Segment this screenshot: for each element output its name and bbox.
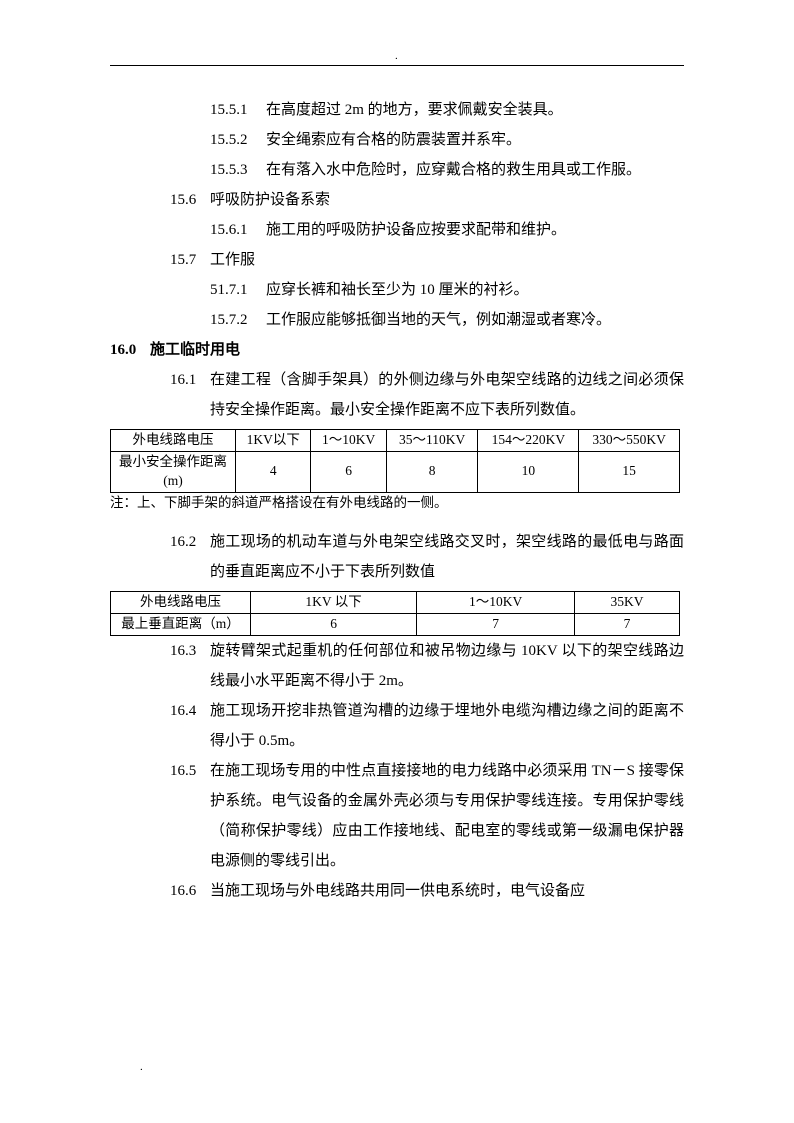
clause-text: 在建工程（含脚手架具）的外侧边缘与外电架空线路的边线之间必须保持安全操作距离。最… xyxy=(210,365,684,425)
clause-15-7-2: 15.7.2工作服应能够抵御当地的天气，例如潮湿或者寒冷。 xyxy=(110,305,684,335)
clause-number: 51.7.1 xyxy=(210,275,266,305)
table-cell: 4 xyxy=(236,451,311,492)
clause-15-6-1: 15.6.1施工用的呼吸防护设备应按要求配带和维护。 xyxy=(110,215,684,245)
clause-number: 16.5 xyxy=(170,756,210,876)
clause-text: 工作服 xyxy=(210,245,255,275)
table-header-cell: 外电线路电压 xyxy=(111,591,251,613)
clause-number: 15.7.2 xyxy=(210,305,266,335)
clause-text: 在有落入水中危险时，应穿戴合格的救生用具或工作服。 xyxy=(266,155,641,185)
clause-text: 在高度超过 2m 的地方，要求佩戴安全装具。 xyxy=(266,95,563,125)
table-header-cell: 1～10KV xyxy=(311,430,386,452)
clause-number: 16.6 xyxy=(170,876,210,906)
clause-number: 16.4 xyxy=(170,696,210,756)
table-header-cell: 1～10KV xyxy=(417,591,575,613)
clause-number: 16.3 xyxy=(170,636,210,696)
table-header-cell: 35～110KV xyxy=(386,430,478,452)
table-row-label: 最小安全操作距离(m) xyxy=(111,451,236,492)
clause-text: 工作服应能够抵御当地的天气，例如潮湿或者寒冷。 xyxy=(266,305,611,335)
clause-16-3: 16.3旋转臂架式起重机的任何部位和被吊物边缘与 10KV 以下的架空线路边线最… xyxy=(110,636,684,696)
page-mark-bottom: . xyxy=(140,1056,143,1078)
table-min-safe-distance: 外电线路电压1KV以下1～10KV35～110KV154～220KV330～55… xyxy=(110,429,680,493)
clause-16-4: 16.4施工现场开挖非热管道沟槽的边缘于埋地外电缆沟槽边缘之间的距离不得小于 0… xyxy=(110,696,684,756)
table-row-label: 最上垂直距离（m） xyxy=(111,613,251,635)
table-cell: 6 xyxy=(251,613,417,635)
clause-16-6: 16.6当施工现场与外电线路共用同一供电系统时，电气设备应 xyxy=(110,876,684,906)
table-cell: 7 xyxy=(417,613,575,635)
table-cell: 6 xyxy=(311,451,386,492)
clause-number: 16.2 xyxy=(170,527,210,587)
clause-text: 施工临时用电 xyxy=(150,335,240,365)
clause-text: 在施工现场专用的中性点直接接地的电力线路中必须采用 TN－S 接零保护系统。电气… xyxy=(210,756,684,876)
clause-text: 施工现场开挖非热管道沟槽的边缘于埋地外电缆沟槽边缘之间的距离不得小于 0.5m。 xyxy=(210,696,684,756)
table-cell: 15 xyxy=(579,451,680,492)
clause-number: 16.1 xyxy=(170,365,210,425)
clause-text: 施工现场的机动车道与外电架空线路交叉时，架空线路的最低电与路面的垂直距离应不小于… xyxy=(210,527,684,587)
clause-15-6: 15.6呼吸防护设备系索 xyxy=(110,185,684,215)
page-mark-top: . xyxy=(395,45,398,67)
clause-text: 呼吸防护设备系索 xyxy=(210,185,330,215)
clause-text: 施工用的呼吸防护设备应按要求配带和维护。 xyxy=(266,215,566,245)
clause-number: 15.5.2 xyxy=(210,125,266,155)
table-header-cell: 35KV xyxy=(575,591,680,613)
clause-16-5: 16.5在施工现场专用的中性点直接接地的电力线路中必须采用 TN－S 接零保护系… xyxy=(110,756,684,876)
document-body: 15.5.1在高度超过 2m 的地方，要求佩戴安全装具。15.5.2安全绳索应有… xyxy=(110,95,684,906)
table-header-cell: 1KV 以下 xyxy=(251,591,417,613)
clause-number: 15.5.1 xyxy=(210,95,266,125)
clause-text: 当施工现场与外电线路共用同一供电系统时，电气设备应 xyxy=(210,876,585,906)
clause-51-7-1: 51.7.1应穿长裤和袖长至少为 10 厘米的衬衫。 xyxy=(110,275,684,305)
clause-number: 15.6.1 xyxy=(210,215,266,245)
table-header-cell: 外电线路电压 xyxy=(111,430,236,452)
table-header-cell: 1KV以下 xyxy=(236,430,311,452)
clause-text: 应穿长裤和袖长至少为 10 厘米的衬衫。 xyxy=(266,275,529,305)
clause-15-5-3: 15.5.3在有落入水中危险时，应穿戴合格的救生用具或工作服。 xyxy=(110,155,684,185)
table-header-cell: 330～550KV xyxy=(579,430,680,452)
clause-15-5-1: 15.5.1在高度超过 2m 的地方，要求佩戴安全装具。 xyxy=(110,95,684,125)
table-header-cell: 154～220KV xyxy=(478,430,579,452)
clause-number: 16.0 xyxy=(110,335,150,365)
clause-number: 15.6 xyxy=(170,185,210,215)
clause-text: 安全绳索应有合格的防震装置并系牢。 xyxy=(266,125,521,155)
table1-note: 注：上、下脚手架的斜道严格搭设在有外电线路的一侧。 xyxy=(110,493,684,513)
table-vertical-distance: 外电线路电压1KV 以下1～10KV35KV 最上垂直距离（m）677 xyxy=(110,591,680,636)
clause-15-5-2: 15.5.2安全绳索应有合格的防震装置并系牢。 xyxy=(110,125,684,155)
table-cell: 7 xyxy=(575,613,680,635)
clause-number: 15.5.3 xyxy=(210,155,266,185)
clause-16-1: 16.1在建工程（含脚手架具）的外侧边缘与外电架空线路的边线之间必须保持安全操作… xyxy=(110,365,684,425)
clause-number: 15.7 xyxy=(170,245,210,275)
clause-text: 旋转臂架式起重机的任何部位和被吊物边缘与 10KV 以下的架空线路边线最小水平距… xyxy=(210,636,684,696)
clause-16-0: 16.0施工临时用电 xyxy=(110,335,684,365)
clause-16-2: 16.2施工现场的机动车道与外电架空线路交叉时，架空线路的最低电与路面的垂直距离… xyxy=(110,527,684,587)
table-cell: 8 xyxy=(386,451,478,492)
table-cell: 10 xyxy=(478,451,579,492)
clause-15-7: 15.7工作服 xyxy=(110,245,684,275)
